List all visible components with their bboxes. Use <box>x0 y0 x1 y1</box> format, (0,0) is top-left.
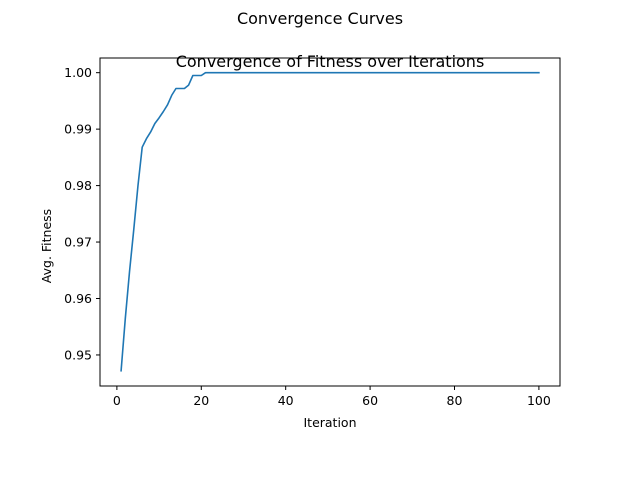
x-tick-label: 80 <box>447 393 463 408</box>
x-tick-label: 40 <box>278 393 294 408</box>
y-axis-label: Avg. Fitness <box>39 209 54 283</box>
x-tick-label: 60 <box>362 393 378 408</box>
figure-suptitle: Convergence Curves <box>237 9 403 28</box>
y-tick-label: 0.95 <box>64 347 92 362</box>
y-tick-label: 0.97 <box>64 235 92 250</box>
x-tick-label: 20 <box>193 393 209 408</box>
axis-ticks: 0 20 40 60 80 100 0.95 0.96 0.97 0.98 0.99 1.00 <box>64 65 551 408</box>
y-tick-label: 0.99 <box>64 122 92 137</box>
plot-area-frame <box>99 57 561 387</box>
y-tick-label: 1.00 <box>64 65 92 80</box>
chart-title: Convergence of Fitness over Iterations <box>176 52 485 71</box>
x-tick-label: 100 <box>527 393 551 408</box>
data-series-layer <box>120 71 540 372</box>
x-axis-label: Iteration <box>303 415 356 430</box>
y-tick-label: 0.98 <box>64 178 92 193</box>
x-tick-label: 0 <box>113 393 121 408</box>
fitness-series-line <box>120 71 540 372</box>
y-tick-label: 0.96 <box>64 291 92 306</box>
